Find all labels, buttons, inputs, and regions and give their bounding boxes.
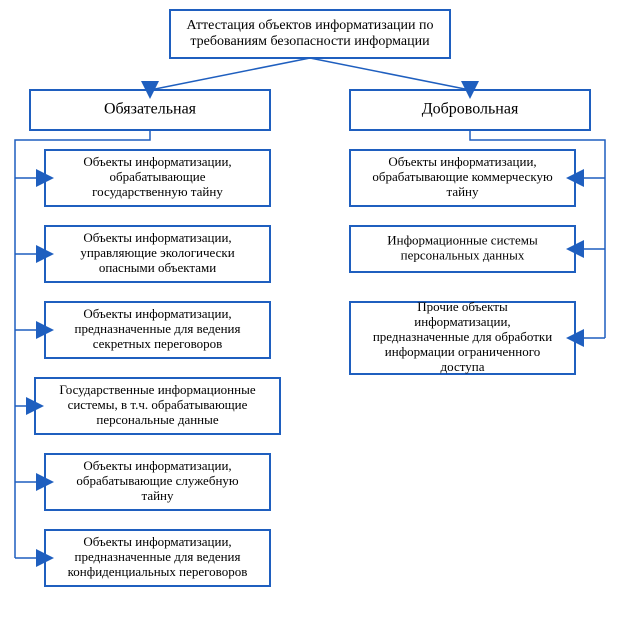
node-text-line: Объекты информатизации, [83,534,231,549]
node-v3: Прочие объектыинформатизации,предназначе… [350,299,575,374]
node-text-line: управляющие экологически [80,245,234,260]
node-text-line: предназначенные для обработки [373,329,552,344]
node-text-line: Добровольная [422,101,519,118]
node-m6: Объекты информатизации,предназначенные д… [45,530,270,586]
edge-root-right [310,58,470,90]
node-text-line: Объекты информатизации, [83,230,231,245]
node-m2: Объекты информатизации,управляющие эколо… [45,226,270,282]
node-text-line: персональных данных [401,247,525,262]
node-v2: Информационные системыперсональных данны… [350,226,575,272]
node-text-line: тайну [446,184,479,199]
node-m3: Объекты информатизации,предназначенные д… [45,302,270,358]
node-text-line: требованиям безопасности информации [190,34,430,49]
edge-root-left [150,58,310,90]
node-text-line: тайну [141,488,174,503]
node-text-line: обрабатывающие коммерческую [372,169,553,184]
node-text-line: обрабатывающие [109,169,205,184]
node-text-line: предназначенные для ведения [75,549,241,564]
node-text-line: секретных переговоров [93,336,223,351]
node-text-line: персональные данные [96,412,218,427]
node-root: Аттестация объектов информатизации потре… [170,10,450,58]
node-text-line: Информационные системы [387,232,538,247]
node-text-line: системы, в т.ч. обрабатывающие [68,397,248,412]
node-text-line: государственную тайну [92,184,223,199]
node-v1: Объекты информатизации,обрабатывающие ко… [350,150,575,206]
node-text-line: Объекты информатизации, [83,154,231,169]
node-text-line: Объекты информатизации, [388,154,536,169]
node-text-line: предназначенные для ведения [75,321,241,336]
node-text-line: конфиденциальных переговоров [68,564,248,579]
node-voluntary: Добровольная [350,90,590,130]
node-text-line: обрабатывающие служебную [76,473,239,488]
node-text-line: Прочие объекты [417,299,508,314]
node-text-line: доступа [441,359,485,374]
node-text-line: опасными объектами [99,260,216,275]
node-text-line: Государственные информационные [59,382,255,397]
node-text-line: Обязательная [104,101,197,118]
node-m5: Объекты информатизации,обрабатывающие сл… [45,454,270,510]
node-text-line: Объекты информатизации, [83,306,231,321]
node-text-line: Аттестация объектов информатизации по [186,18,433,33]
node-m1: Объекты информатизации,обрабатывающиегос… [45,150,270,206]
node-text-line: Объекты информатизации, [83,458,231,473]
node-m4: Государственные информационныесистемы, в… [35,378,280,434]
node-mandatory: Обязательная [30,90,270,130]
node-text-line: информации ограниченного [385,344,540,359]
node-text-line: информатизации, [414,314,510,329]
